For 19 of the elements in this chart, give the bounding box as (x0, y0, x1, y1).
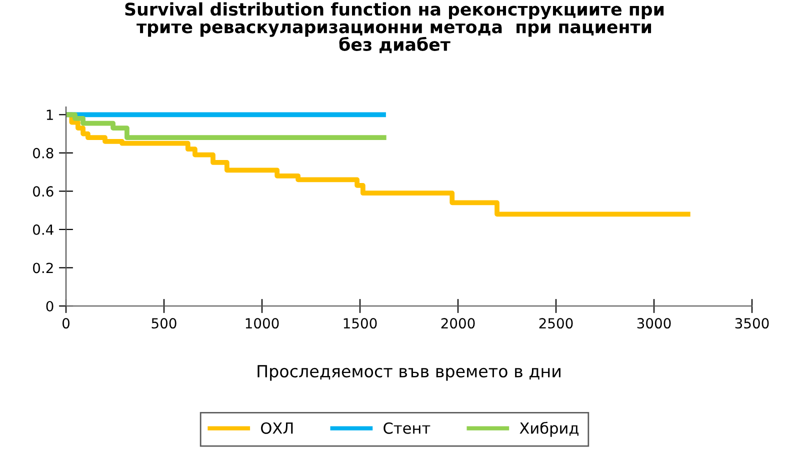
x-tick-label: 1500 (344, 318, 377, 329)
y-tick-label: 0.6 (33, 186, 54, 197)
x-tick-label: 500 (152, 318, 176, 329)
y-tick-label: 0.8 (33, 148, 54, 158)
y-tick-label: 1 (46, 110, 53, 120)
y-tick-label: 0 (46, 300, 54, 312)
x-tick-label: 0 (62, 318, 70, 329)
x-tick-label: 2000 (441, 318, 475, 329)
legend-label: Хибрид (520, 422, 578, 437)
x-tick-label: 3000 (637, 318, 671, 329)
chart-title: Survival distribution function на реконструкциите при трите реваскуларизационни метода при пациенти без диабет (125, 2, 664, 54)
y-tick-label: 0.4 (33, 224, 54, 235)
x-tick-label: 3500 (735, 318, 769, 329)
x-axis-title: Проследяемост във времето в дни (258, 365, 560, 381)
x-tick-label: 1000 (246, 318, 279, 329)
y-tick-label: 0.2 (33, 262, 53, 274)
x-tick-label: 2500 (539, 318, 573, 329)
legend-label: ОХЛ (261, 422, 293, 434)
legend-label: Стент (384, 422, 430, 434)
